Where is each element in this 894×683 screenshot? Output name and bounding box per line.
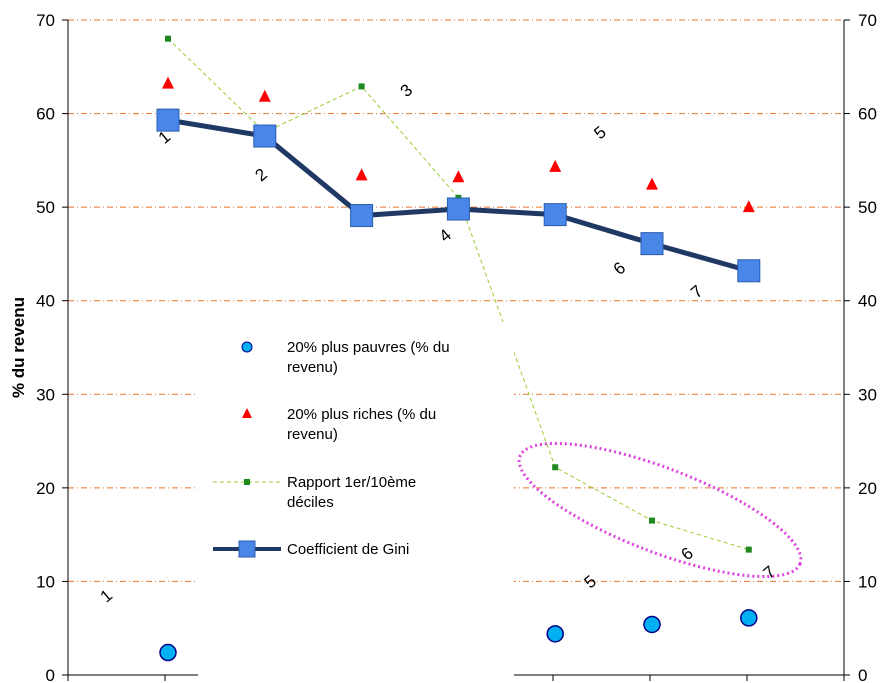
poor-point	[643, 615, 661, 634]
y-tick-label: 0	[46, 666, 55, 683]
rich-point	[355, 168, 368, 181]
rich-point	[452, 170, 465, 183]
gini-point	[156, 108, 180, 132]
annotation-label: 2	[252, 165, 271, 186]
y-tick-label: 20	[36, 479, 55, 498]
y2-tick-label: 0	[858, 666, 867, 683]
legend-marker-rich	[242, 408, 252, 418]
y-tick-label: 10	[36, 572, 55, 591]
y2-tick-label: 20	[858, 479, 877, 498]
rich-point	[646, 177, 658, 190]
y-tick-label: 70	[36, 11, 55, 30]
annotation-label: 7	[687, 282, 706, 303]
legend-marker-gini	[238, 540, 256, 558]
y-tick-label: 40	[36, 292, 55, 311]
annotation-label: 3	[397, 80, 416, 101]
rich-point	[258, 89, 271, 102]
legend-marker-poor	[241, 341, 253, 353]
y-tick-label: 30	[36, 385, 55, 404]
gini-point	[543, 203, 567, 227]
y2-tick-label: 60	[858, 105, 877, 124]
ratio-point	[165, 35, 171, 42]
legend: 20% plus pauvres (% du revenu) 20% plus ri…	[198, 322, 514, 683]
y-tick-label: 60	[36, 105, 55, 124]
ratio-point	[358, 83, 365, 90]
legend-marker-ratio	[244, 479, 250, 485]
y2-tick-label: 40	[858, 292, 877, 311]
legend-label: 20% plus riches (% du revenu)	[287, 406, 436, 443]
ratio-point	[745, 546, 752, 553]
gini-point	[350, 204, 374, 228]
poor-point	[159, 643, 177, 662]
poor-point	[740, 609, 758, 627]
annotation-label: 1	[97, 586, 116, 607]
annotation-label: 5	[590, 122, 609, 143]
rich-point	[549, 159, 562, 172]
ratio-point	[649, 517, 655, 524]
poor-point	[546, 625, 564, 643]
annotation-label: 4	[435, 225, 454, 246]
y2-tick-label: 30	[858, 385, 877, 404]
y2-tick-label: 10	[858, 572, 877, 591]
y-axis-label: % du revenu	[9, 297, 28, 398]
legend-background	[198, 322, 514, 683]
gini-point	[253, 124, 277, 148]
legend-label: Rapport 1er/10ème déciles	[287, 474, 416, 511]
annotation-label: 7	[760, 562, 779, 583]
tick-labels: 0 0 10 10 20 20 30 30 40 40 50 50 60 60 70 70	[36, 11, 877, 683]
gini-point	[737, 259, 761, 283]
series-layer	[156, 35, 761, 662]
legend-label: Coefficient de Gini	[287, 541, 409, 558]
y2-tick-label: 70	[858, 11, 877, 30]
annotation-label: 6	[610, 258, 629, 279]
highlight-ellipse	[517, 441, 803, 579]
rich-point	[162, 76, 174, 89]
legend-label: 20% plus pauvres (% du revenu)	[287, 339, 450, 376]
y-tick-label: 50	[36, 198, 55, 217]
ratio-point	[552, 464, 559, 471]
gini-point	[640, 232, 664, 256]
gini-point	[446, 197, 470, 221]
rich-point	[742, 200, 755, 213]
y2-tick-label: 50	[858, 198, 877, 217]
